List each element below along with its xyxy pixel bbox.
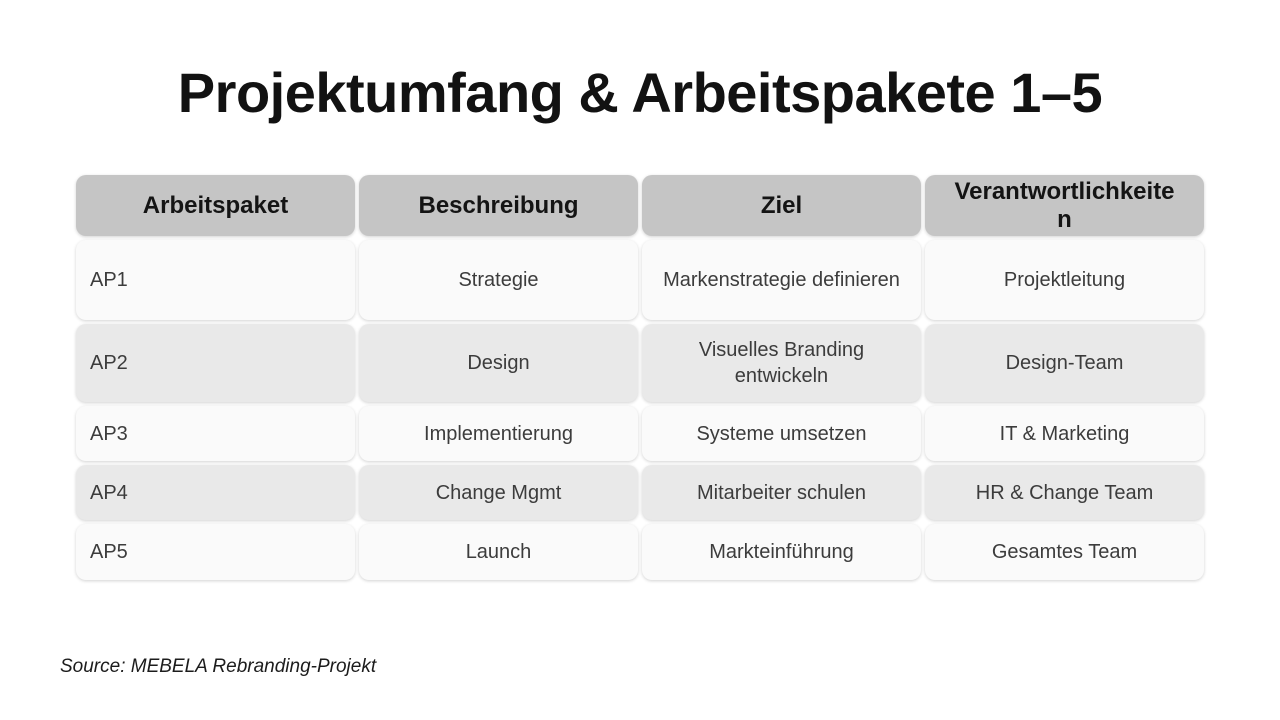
cell-ap3-beschreibung: Implementierung bbox=[359, 406, 638, 461]
cell-ap3-verantwortlichkeiten: IT & Marketing bbox=[925, 406, 1204, 461]
source-note: Source: MEBELA Rebranding-Projekt bbox=[60, 656, 377, 677]
column-header-verantwortlichkeiten: Verantwortlichkeiten bbox=[925, 175, 1204, 236]
cell-ap1-arbeitspaket: AP1 bbox=[76, 240, 355, 320]
cell-ap2-verantwortlichkeiten: Design-Team bbox=[925, 324, 1204, 402]
cell-ap4-verantwortlichkeiten: HR & Change Team bbox=[925, 465, 1204, 520]
cell-ap4-ziel: Mitarbeiter schulen bbox=[642, 465, 921, 520]
cell-ap4-arbeitspaket: AP4 bbox=[76, 465, 355, 520]
cell-ap2-arbeitspaket: AP2 bbox=[76, 324, 355, 402]
cell-ap5-verantwortlichkeiten: Gesamtes Team bbox=[925, 524, 1204, 580]
column-header-ziel: Ziel bbox=[642, 175, 921, 236]
page-title: Projektumfang & Arbeitspakete 1–5 bbox=[177, 61, 1103, 124]
column-header-arbeitspaket: Arbeitspaket bbox=[76, 175, 355, 236]
cell-ap1-ziel: Markenstrategie definieren bbox=[642, 240, 921, 320]
column-header-beschreibung: Beschreibung bbox=[359, 175, 638, 236]
cell-ap1-beschreibung: Strategie bbox=[359, 240, 638, 320]
cell-ap3-arbeitspaket: AP3 bbox=[76, 406, 355, 461]
cell-ap4-beschreibung: Change Mgmt bbox=[359, 465, 638, 520]
cell-ap1-verantwortlichkeiten: Projektleitung bbox=[925, 240, 1204, 320]
cell-ap5-beschreibung: Launch bbox=[359, 524, 638, 580]
cell-ap5-arbeitspaket: AP5 bbox=[76, 524, 355, 580]
cell-ap3-ziel: Systeme umsetzen bbox=[642, 406, 921, 461]
work-packages-table: Arbeitspaket Beschreibung Ziel Verantwor… bbox=[76, 175, 1204, 580]
cell-ap2-ziel: Visuelles Branding entwickeln bbox=[642, 324, 921, 402]
cell-ap5-ziel: Markteinführung bbox=[642, 524, 921, 580]
cell-ap2-beschreibung: Design bbox=[359, 324, 638, 402]
